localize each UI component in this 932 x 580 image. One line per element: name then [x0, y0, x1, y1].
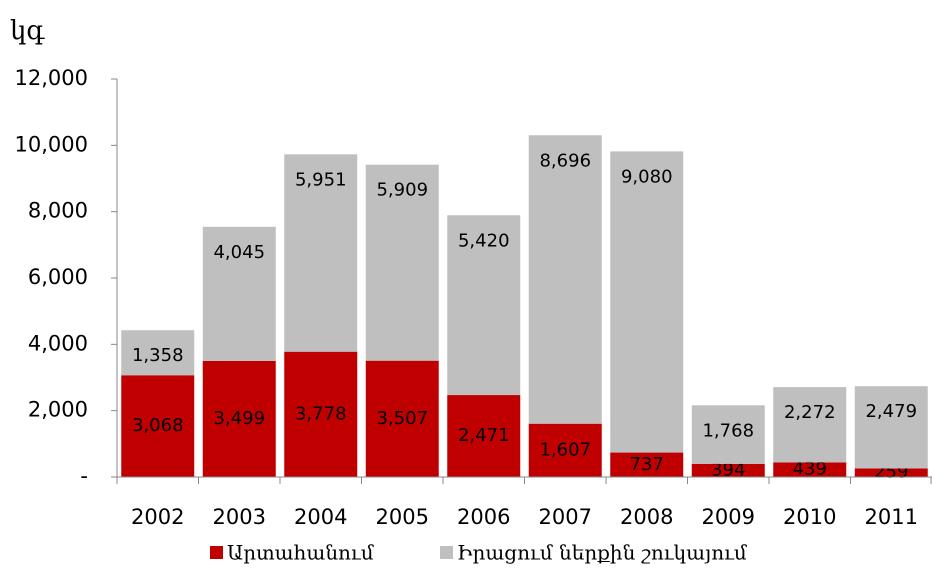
y-axis-label: կգ: [10, 16, 45, 46]
x-tick-label: 2004: [294, 505, 347, 529]
data-label: 5,909: [376, 180, 428, 201]
data-label: 8,696: [539, 150, 591, 171]
bar-segment: [284, 351, 358, 477]
data-label: 394: [711, 459, 745, 480]
bar-segment: [854, 468, 928, 477]
y-tick-label: 8,000: [28, 199, 88, 223]
y-tick-label: 4,000: [28, 331, 88, 355]
x-tick-label: 2003: [213, 505, 266, 529]
x-tick-label: 2005: [376, 505, 429, 529]
data-label: 5,951: [295, 169, 347, 190]
data-label: 1,768: [702, 420, 754, 441]
x-tick-label: 2002: [131, 505, 184, 529]
bar-segment: [121, 375, 195, 477]
bar-segment: [284, 154, 358, 352]
bar-segment: [447, 395, 521, 477]
data-label: 2,471: [458, 425, 510, 446]
data-label: 1,607: [539, 439, 591, 460]
x-tick-label: 2011: [865, 505, 918, 529]
data-label: 9,080: [621, 166, 673, 187]
bar-segment: [610, 452, 684, 477]
x-tick-label: 2008: [620, 505, 673, 529]
bar-segment: [121, 330, 195, 376]
data-label: 737: [630, 454, 664, 475]
bar-segment: [691, 463, 765, 477]
bar-segment: [365, 164, 439, 361]
x-tick-label: 2006: [457, 505, 510, 529]
legend-label: Արտահանում: [227, 541, 374, 565]
data-label: 2,272: [784, 402, 836, 423]
bar-segment: [528, 135, 602, 424]
data-label: 3,507: [376, 408, 428, 429]
bar-segment: [202, 360, 276, 477]
bar-segment: [365, 360, 439, 477]
y-tick-label: -: [80, 464, 88, 488]
bar-segment: [773, 387, 847, 463]
y-tick-label: 2,000: [28, 398, 88, 422]
x-tick-label: 2007: [539, 505, 592, 529]
data-label: 439: [793, 459, 827, 480]
data-label: 2,479: [865, 401, 917, 422]
y-tick-label: 10,000: [15, 132, 88, 156]
data-label: 3,778: [295, 403, 347, 424]
bar-segment: [773, 462, 847, 477]
data-label: 5,420: [458, 230, 510, 251]
x-tick-label: 2009: [702, 505, 755, 529]
y-tick-label: 12,000: [15, 66, 88, 90]
data-label: 3,499: [213, 408, 265, 429]
bar-segment: [854, 386, 928, 469]
bar-segment: [447, 215, 521, 396]
bar-segment: [610, 151, 684, 453]
bar-segment: [202, 226, 276, 361]
legend-swatch: [440, 546, 453, 559]
x-tick-label: 2010: [783, 505, 836, 529]
legend-swatch: [210, 546, 223, 559]
data-label: 3,068: [132, 415, 184, 436]
y-tick-label: 6,000: [28, 265, 88, 289]
legend-label: Իրացում ներքին շուկայում: [457, 541, 747, 565]
bar-segment: [528, 423, 602, 477]
bar-segment: [691, 405, 765, 464]
data-label: 4,045: [213, 242, 265, 263]
data-label: 1,358: [132, 345, 184, 366]
